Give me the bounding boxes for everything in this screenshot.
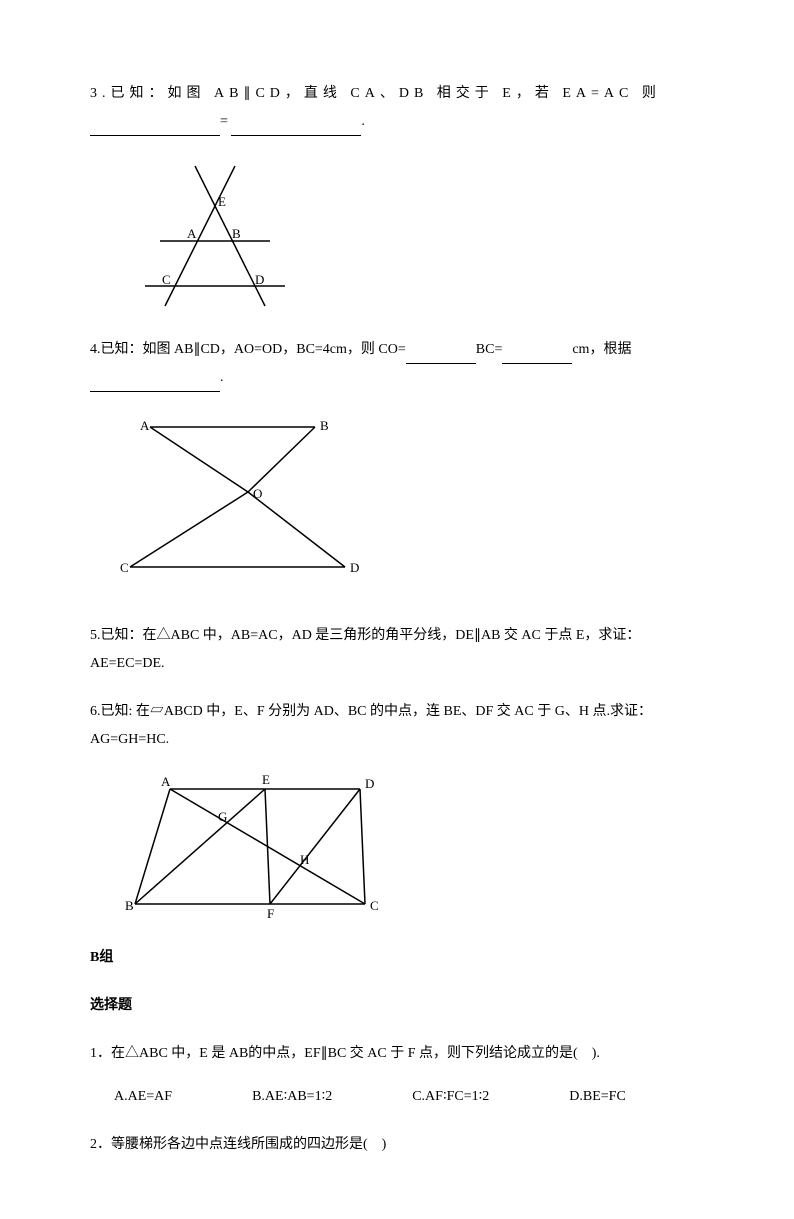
q5-text: 5.已知：在△ABC 中，AB=AC，AD 是三角形的角平分线，DE∥AB 交 … — [90, 628, 640, 671]
svg-text:F: F — [267, 906, 274, 921]
svg-text:B: B — [320, 418, 329, 433]
svg-text:C: C — [120, 560, 129, 575]
b1-option-b: B.AE∶AB=1∶2 — [252, 1083, 332, 1111]
svg-text:D: D — [350, 560, 359, 575]
q4-blank-3 — [90, 375, 220, 392]
q4-text-2: BC= — [476, 342, 503, 357]
svg-text:A: A — [140, 418, 150, 433]
question-b1: 1．在△ABC 中，E 是 AB的中点，EF∥BC 交 AC 于 F 点，则下列… — [90, 1040, 704, 1111]
q3-blank-1 — [90, 119, 220, 136]
svg-text:B: B — [232, 226, 241, 241]
svg-text:C: C — [370, 898, 379, 913]
q4-blank-2 — [502, 347, 572, 364]
b2-text: 2．等腰梯形各边中点连线所围成的四边形是( ) — [90, 1137, 386, 1152]
svg-text:A: A — [187, 226, 197, 241]
q4-text-1: 4.已知：如图 AB∥CD，AO=OD，BC=4cm，则 CO= — [90, 342, 406, 357]
q6-text: 6.已知: 在▱ABCD 中，E、F 分别为 AD、BC 的中点，连 BE、DF… — [90, 704, 652, 747]
q3-blank-2 — [231, 119, 361, 136]
svg-text:A: A — [161, 774, 171, 789]
section-b-subtitle: 选择题 — [90, 992, 704, 1020]
svg-text:D: D — [255, 272, 264, 287]
question-4: 4.已知：如图 AB∥CD，AO=OD，BC=4cm，则 CO= BC= cm，根据… — [90, 336, 704, 392]
svg-text:D: D — [365, 776, 374, 791]
svg-text:E: E — [218, 194, 226, 209]
b1-option-a: A.AE=AF — [114, 1083, 172, 1111]
b1-option-d: D.BE=FC — [569, 1083, 626, 1111]
svg-text:B: B — [125, 898, 134, 913]
q3-period: . — [361, 114, 365, 129]
q4-period: . — [220, 370, 224, 385]
q3-text: 3.已知：如图 AB∥CD，直线 CA、DB 相交于 E，若 EA=AC 则 — [90, 86, 661, 101]
b1-options: A.AE=AF B.AE∶AB=1∶2 C.AF∶FC=1∶2 D.BE=FC — [90, 1083, 704, 1111]
svg-text:O: O — [253, 486, 262, 501]
q3-figure: E A B C D — [120, 156, 704, 316]
question-b2: 2．等腰梯形各边中点连线所围成的四边形是( ) — [90, 1131, 704, 1159]
question-5: 5.已知：在△ABC 中，AB=AC，AD 是三角形的角平分线，DE∥AB 交 … — [90, 622, 704, 678]
b1-text: 1．在△ABC 中，E 是 AB的中点，EF∥BC 交 AC 于 F 点，则下列… — [90, 1046, 600, 1061]
q3-eq: = — [220, 114, 228, 129]
svg-text:C: C — [162, 272, 171, 287]
section-b-title: B组 — [90, 944, 704, 972]
svg-text:E: E — [262, 774, 270, 787]
svg-text:H: H — [300, 852, 309, 867]
question-6: 6.已知: 在▱ABCD 中，E、F 分别为 AD、BC 的中点，连 BE、DF… — [90, 698, 704, 754]
b1-option-c: C.AF∶FC=1∶2 — [412, 1083, 489, 1111]
q6-figure: A E D B F C G H — [120, 774, 704, 924]
svg-text:G: G — [218, 809, 227, 824]
q4-blank-1 — [406, 347, 476, 364]
question-3: 3.已知：如图 AB∥CD，直线 CA、DB 相交于 E，若 EA=AC 则 =… — [90, 80, 704, 136]
q4-text-3: cm，根据 — [572, 342, 631, 357]
q4-figure: A B O C D — [120, 412, 704, 582]
